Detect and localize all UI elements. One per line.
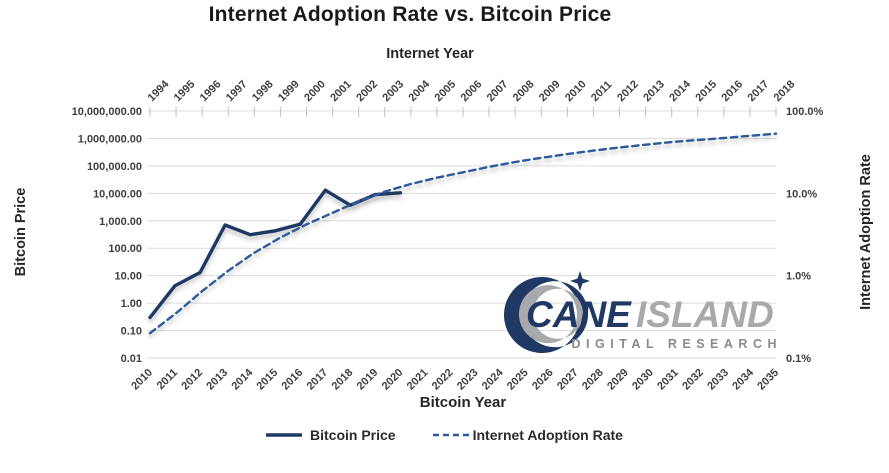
top-axis-tick-label: 2010 [563,78,589,104]
top-axis-tick-label: 2005 [433,78,459,104]
top-axis-tick-label: 2018 [772,78,798,104]
left-axis-tick-label: 10,000,000.00 [72,106,142,118]
left-axis-tick-label: 100,000.00 [87,161,142,173]
logo-brand-primary: CANE [526,294,632,335]
swoosh-icon [504,277,589,353]
bottom-axis-tick-label: 2012 [179,367,205,393]
bottom-axis-tick-label: 2027 [555,367,581,393]
left-axis-tick-label: 0.10 [121,326,142,338]
bottom-axis-tick-label: 2021 [405,367,431,393]
top-axis-tick-label: 2008 [511,78,537,104]
bottom-axis-tick-label: 2016 [280,367,306,393]
bottom-axis-tick-label: 2020 [380,367,406,393]
left-axis-tick-label: 100.00 [108,243,142,255]
bottom-axis-tick-label: 2035 [755,367,781,393]
top-axis-tick-label: 1995 [172,78,198,104]
right-axis-tick-label: 1.0% [786,271,811,283]
top-axis-tick-label: 2009 [537,78,563,104]
bottom-axis-tick-label: 2011 [155,367,180,392]
bottom-axis-tick-label: 2017 [305,367,331,393]
left-axis-tick-label: 0.01 [121,353,142,365]
top-axis-tick-label: 1996 [198,78,224,104]
bottom-axis-tick-label: 2015 [255,367,281,393]
top-axis-tick-label: 1994 [146,78,172,104]
top-axis-tick-label: 2015 [693,78,719,104]
bottom-axis-tick-label: 2034 [730,366,756,392]
top-axis-title: Internet Year [386,46,474,62]
bottom-axis-tick-label: 2026 [530,367,556,393]
bottom-axis-tick-label: 2032 [680,367,706,393]
top-axis-tick-label: 1998 [250,78,276,104]
bottom-axis-tick-label: 2033 [705,367,731,393]
bottom-axis-tick-label: 2019 [355,367,381,393]
left-axis-tick-label: 10,000.00 [93,188,142,200]
bottom-axis-tick-label: 2014 [229,366,255,392]
legend-label: Bitcoin Price [310,427,396,443]
legend-item-bitcoin-price: Bitcoin Price [266,427,396,443]
bottom-axis-tick-label: 2031 [655,367,681,393]
right-axis-title: Internet Adoption Rate [858,154,874,310]
series-line-internet-adoption-rate [148,132,778,335]
right-axis-tick-label: 100.0% [786,106,824,118]
bottom-axis-tick-label: 2018 [330,367,356,393]
bottom-axis-tick-label: 2025 [505,367,531,393]
bottom-axis-tick-label: 2013 [204,367,230,393]
legend-item-internet-adoption: Internet Adoption Rate [432,427,623,443]
top-axis-tick-label: 2007 [485,78,511,104]
logo-brand-secondary: ISLAND [636,294,774,335]
top-axis-tick-label: 1999 [276,78,302,104]
top-axis-tick-label: 2014 [667,78,693,104]
left-axis-tick-label: 10.00 [114,271,142,283]
series-line-bitcoin-price [148,188,403,320]
bottom-axis-title: Bitcoin Year [419,394,507,411]
top-axis-tick-label: 2016 [719,78,745,104]
top-axis-tick-label: 2006 [459,78,485,104]
top-axis-tick-label: 2017 [746,78,772,104]
cane-island-logo: CANE ISLAND DIGITAL RESEARCH [492,271,784,357]
logo-subtitle: DIGITAL RESEARCH [572,337,782,351]
legend-dashed-line-icon [432,433,469,437]
top-axis-tick-label: 2004 [406,78,432,104]
top-axis-tick-label: 2000 [302,78,328,104]
top-axis-tick-label: 2003 [380,78,406,104]
bottom-axis-tick-label: 2024 [480,366,506,392]
bottom-axis-tick-label: 2023 [455,367,481,393]
left-axis-tick-label: 1,000,000.00 [78,133,142,145]
top-axis-tick-label: 2002 [354,78,380,104]
bottom-axis-tick-label: 2010 [129,367,155,393]
star-icon [570,271,590,291]
right-axis-tick-label: 0.1% [786,353,811,365]
left-axis-title: Bitcoin Price [13,187,29,277]
legend-label: Internet Adoption Rate [472,427,623,443]
right-axis-tick-label: 10.0% [786,188,817,200]
legend-solid-line-icon [266,433,303,437]
bottom-axis-tick-label: 2029 [605,367,631,393]
left-axis-tick-label: 1,000.00 [99,216,142,228]
top-axis-tick-label: 2013 [641,78,667,104]
chart-title: Internet Adoption Rate vs. Bitcoin Price [208,3,612,26]
bottom-axis-tick-label: 2030 [630,367,656,393]
top-axis-tick-label: 2011 [589,79,614,104]
bottom-axis-tick-label: 2028 [580,367,606,393]
top-axis-tick-label: 2012 [615,78,641,104]
legend: Bitcoin Price Internet Adoption Rate [0,427,889,443]
bottom-axis-tick-label: 2022 [430,367,456,393]
top-axis-tick-label: 1997 [224,78,250,104]
top-axis-tick-label: 2001 [328,78,354,104]
left-axis-tick-label: 1.00 [121,298,142,310]
